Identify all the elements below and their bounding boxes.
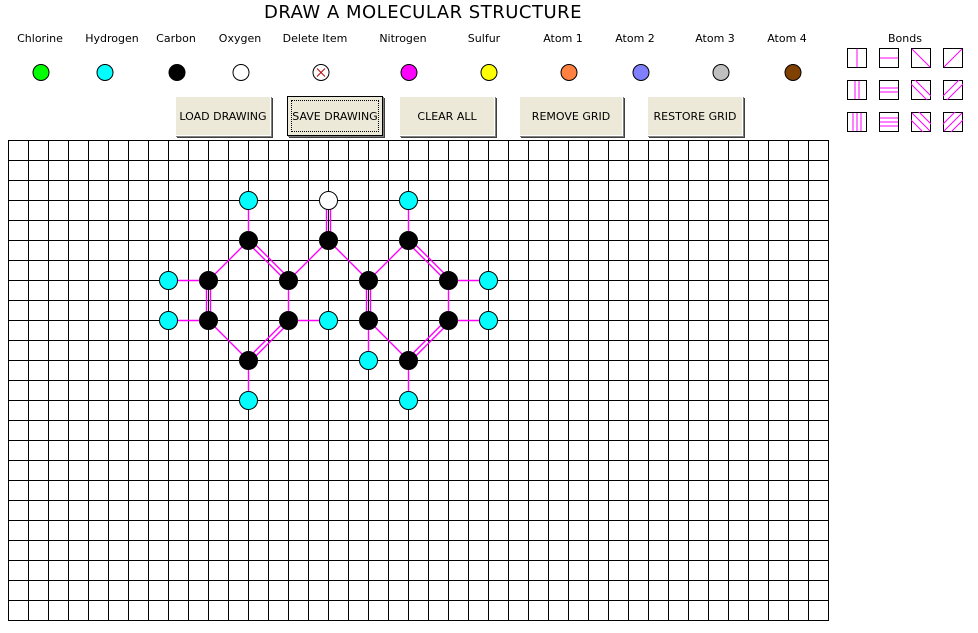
single-vertical-bond-icon[interactable] [847, 48, 867, 68]
chlorine-swatch[interactable] [32, 64, 50, 81]
nitrogen-swatch[interactable] [400, 64, 418, 81]
atom-4-swatch[interactable] [784, 64, 802, 81]
single-diagonal-down-bond-icon[interactable] [911, 48, 931, 68]
page-title: DRAW A MOLECULAR STRUCTURE [263, 2, 583, 23]
double-horizontal-bond-icon[interactable] [879, 80, 899, 100]
hydrogen-atom [319, 311, 338, 330]
oxygen-swatch[interactable] [232, 64, 250, 81]
hydrogen-atom [239, 391, 258, 410]
sulfur-label: Sulfur [467, 32, 501, 45]
triple-horizontal-bond-icon[interactable] [879, 112, 899, 132]
hydrogen-atom [399, 391, 418, 410]
restore-grid-button[interactable]: RESTORE GRID [647, 96, 743, 136]
delete-item-label: Delete Item [282, 32, 348, 45]
triple-vertical-bond-icon[interactable] [847, 112, 867, 132]
carbon-atom [199, 271, 218, 290]
single-diagonal-up-bond-icon[interactable] [943, 48, 963, 68]
carbon-atom [399, 351, 418, 370]
atom-2-swatch[interactable] [632, 64, 650, 81]
hydrogen-label: Hydrogen [85, 32, 139, 45]
carbon-label: Carbon [156, 32, 196, 45]
delete-x-icon [316, 68, 326, 77]
delete-item-swatch[interactable] [312, 64, 330, 81]
carbon-atom [279, 311, 298, 330]
grid-lines [8, 140, 829, 621]
hydrogen-atom [479, 311, 498, 330]
hydrogen-swatch[interactable] [96, 64, 114, 81]
carbon-atom [439, 271, 458, 290]
remove-grid-button[interactable]: REMOVE GRID [519, 96, 623, 136]
sulfur-swatch[interactable] [480, 64, 498, 81]
hydrogen-atom [159, 311, 178, 330]
carbon-atom [199, 311, 218, 330]
carbon-atom [359, 271, 378, 290]
atom-3-swatch[interactable] [712, 64, 730, 81]
hydrogen-atom [359, 351, 378, 370]
bond [246, 318, 291, 363]
atom-1-swatch[interactable] [560, 64, 578, 81]
carbon-atom [399, 231, 418, 250]
double-vertical-bond-icon[interactable] [847, 80, 867, 100]
double-diagonal-up-bond-icon[interactable] [941, 78, 965, 102]
atom-layer [159, 191, 498, 410]
atom-2-label: Atom 2 [615, 32, 655, 45]
hydrogen-atom [239, 191, 258, 210]
load-drawing-button[interactable]: LOAD DRAWING [175, 96, 271, 136]
atom-1-label: Atom 1 [543, 32, 583, 45]
carbon-atom [239, 231, 258, 250]
nitrogen-label: Nitrogen [379, 32, 427, 45]
hydrogen-atom [399, 191, 418, 210]
double-diagonal-down-bond-icon[interactable] [909, 78, 933, 102]
bond [406, 238, 451, 283]
hydrogen-atom [479, 271, 498, 290]
bonds-label: Bonds [888, 32, 922, 45]
carbon-atom [279, 271, 298, 290]
carbon-atom [319, 231, 338, 250]
bond [246, 238, 291, 283]
carbon-swatch[interactable] [168, 64, 186, 81]
clear-all-button[interactable]: CLEAR ALL [399, 96, 495, 136]
carbon-atom [239, 351, 258, 370]
carbon-atom [439, 311, 458, 330]
oxygen-label: Oxygen [218, 32, 262, 45]
oxygen-atom [319, 191, 338, 210]
hydrogen-atom [159, 271, 178, 290]
atom-3-label: Atom 3 [695, 32, 735, 45]
single-horizontal-bond-icon[interactable] [879, 48, 899, 68]
atom-4-label: Atom 4 [767, 32, 807, 45]
bond [406, 318, 451, 363]
save-drawing-button[interactable]: SAVE DRAWING [287, 96, 383, 136]
carbon-atom [359, 311, 378, 330]
chlorine-label: Chlorine [17, 32, 63, 45]
